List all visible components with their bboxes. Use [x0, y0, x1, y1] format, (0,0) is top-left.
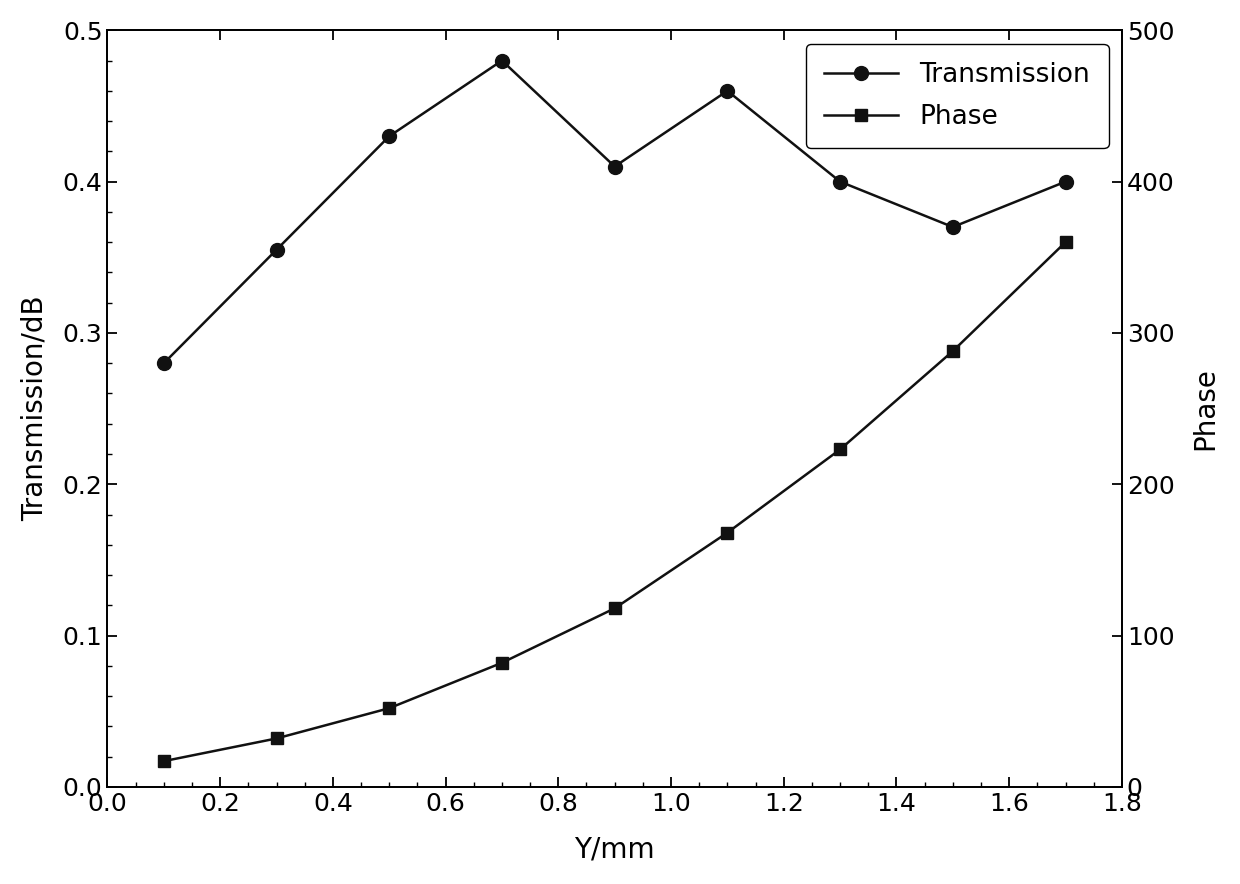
Transmission	[608, 161, 622, 171]
Phase	[720, 528, 735, 538]
Transmission	[945, 222, 960, 232]
Phase	[269, 733, 284, 743]
Phase	[1058, 237, 1073, 248]
Transmission	[720, 86, 735, 96]
Y-axis label: Phase: Phase	[1192, 367, 1219, 450]
Transmission	[833, 176, 848, 187]
Transmission	[1058, 176, 1073, 187]
Phase	[382, 703, 397, 713]
Transmission	[495, 56, 510, 66]
Transmission	[269, 244, 284, 255]
Phase	[608, 603, 622, 613]
Legend: Transmission, Phase: Transmission, Phase	[806, 43, 1109, 149]
Y-axis label: Transmission/dB: Transmission/dB	[21, 296, 48, 522]
Transmission	[382, 131, 397, 141]
Phase	[156, 756, 171, 766]
Phase	[833, 444, 848, 454]
Transmission	[156, 358, 171, 369]
Phase	[495, 658, 510, 668]
X-axis label: Y/mm: Y/mm	[574, 835, 655, 863]
Line: Transmission: Transmission	[157, 54, 1073, 370]
Phase	[945, 346, 960, 356]
Line: Phase: Phase	[159, 237, 1071, 766]
